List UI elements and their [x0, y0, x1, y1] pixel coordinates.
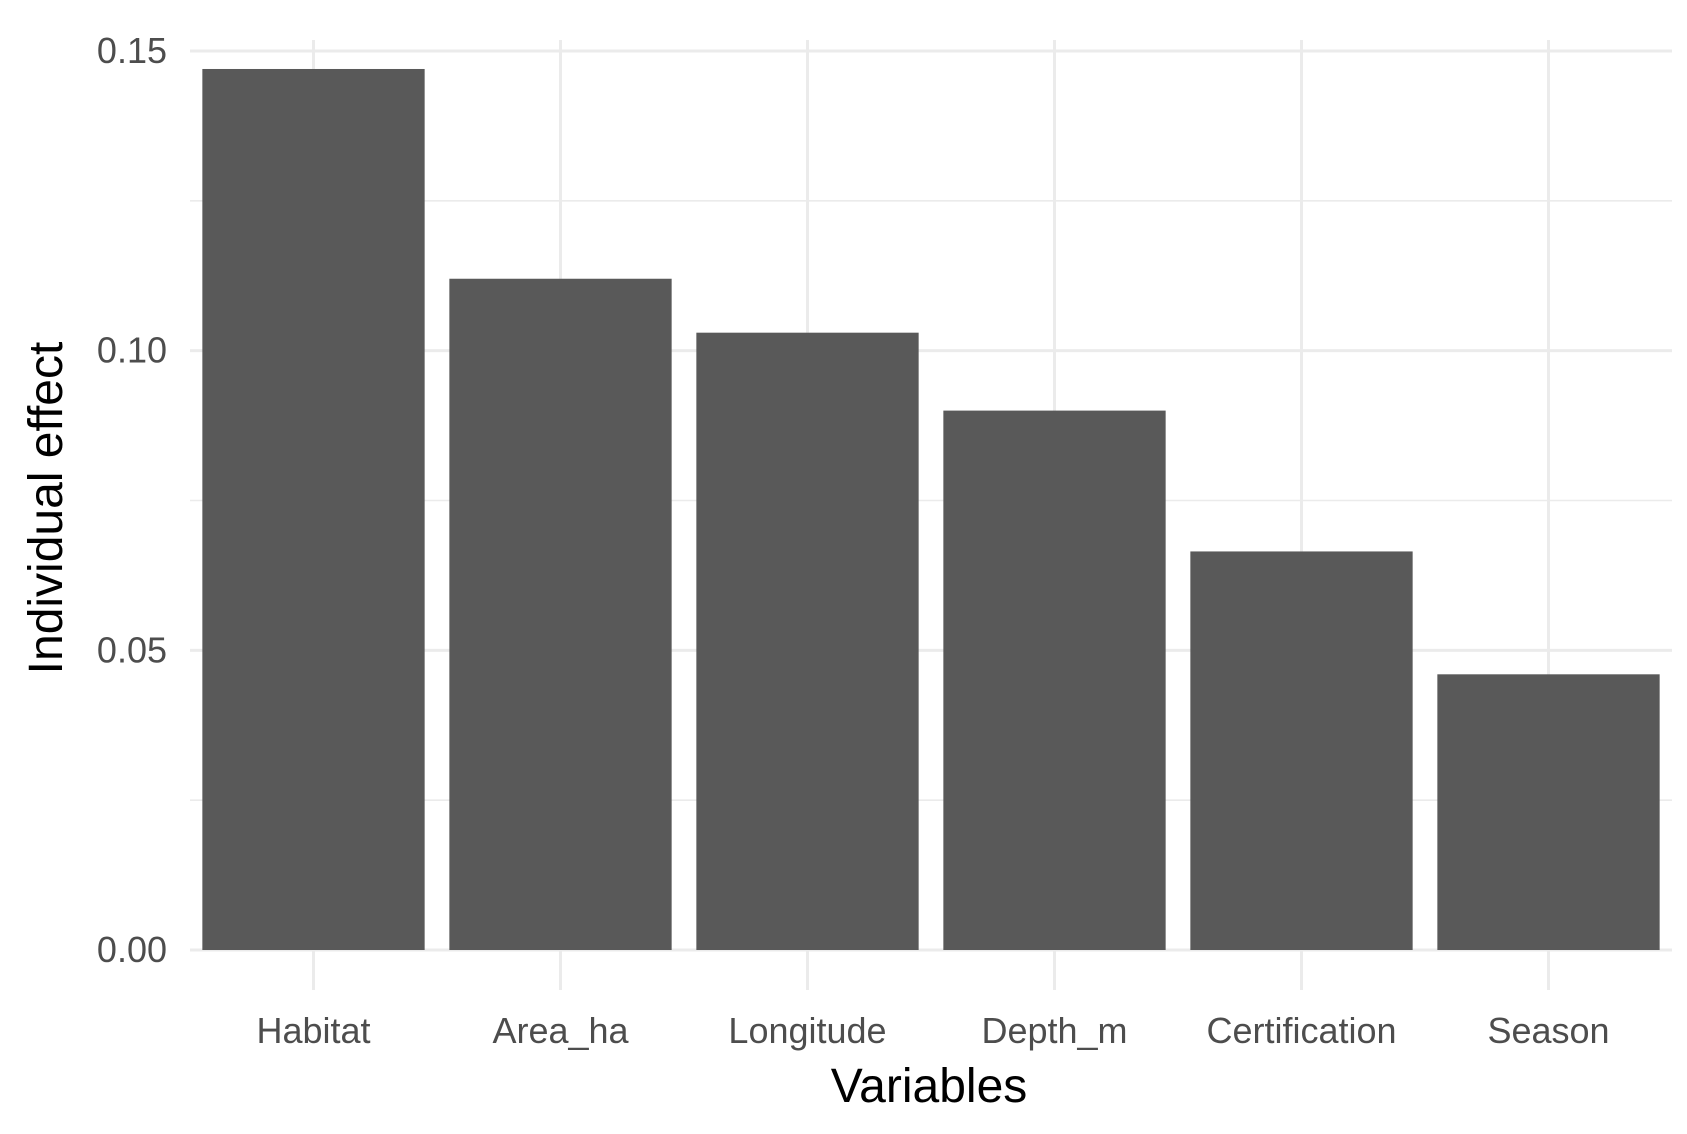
- x-tick-label: Area_ha: [492, 1010, 629, 1051]
- y-tick-label: 0.00: [97, 929, 167, 970]
- y-axis-title: Individual effect: [20, 342, 73, 675]
- x-tick-labels: Habitat Area_ha Longitude Depth_m Certificat…: [256, 1010, 1609, 1051]
- bar-certification: [1190, 551, 1413, 950]
- y-tick-label: 0.15: [97, 30, 167, 71]
- x-tick-label: Season: [1487, 1010, 1609, 1051]
- x-tick-label: Certification: [1206, 1010, 1396, 1051]
- x-tick-label: Longitude: [728, 1010, 886, 1051]
- bars-layer: [202, 68, 1660, 951]
- y-tick-label: 0.05: [97, 629, 167, 670]
- bar-longitude: [696, 332, 919, 951]
- y-tick-label: 0.10: [97, 330, 167, 371]
- bar-habitat: [202, 68, 425, 951]
- bar-season: [1437, 674, 1660, 950]
- x-axis-title: Variables: [831, 1060, 1028, 1113]
- y-tick-labels: 0.00 0.05 0.10 0.15: [97, 30, 167, 970]
- bar-area-ha: [449, 278, 672, 950]
- x-tick-label: Habitat: [256, 1010, 370, 1051]
- x-tick-label: Depth_m: [981, 1010, 1127, 1051]
- bar-depth-m: [943, 410, 1166, 951]
